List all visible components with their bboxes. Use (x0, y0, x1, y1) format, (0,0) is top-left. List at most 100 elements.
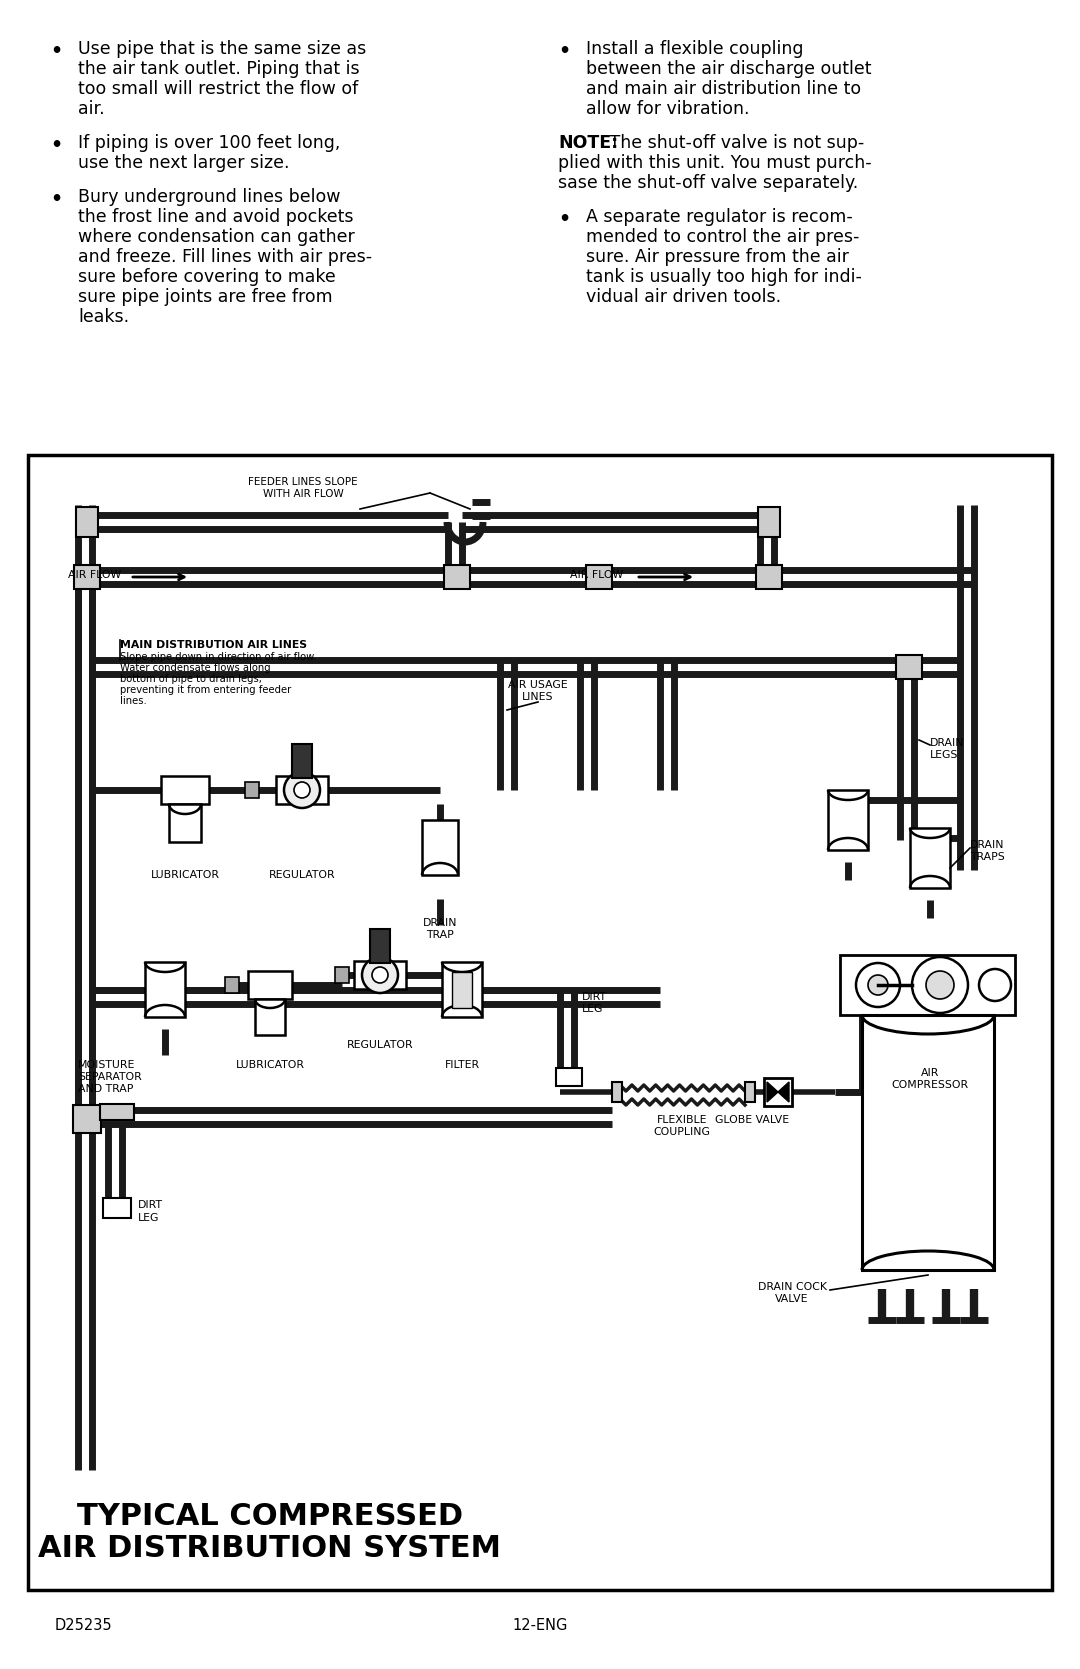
Bar (764, 1078, 792, 1107)
Bar (168, 804, 201, 841)
Text: D25235: D25235 (55, 1617, 112, 1632)
Circle shape (284, 773, 320, 808)
Text: between the air discharge outlet: between the air discharge outlet (586, 60, 872, 78)
Circle shape (856, 963, 900, 1006)
Text: sure pipe joints are free from: sure pipe joints are free from (78, 289, 333, 305)
Bar (145, 961, 185, 1016)
Bar (28, 456, 1052, 1591)
Bar (103, 1198, 131, 1218)
Text: LUBRICATOR: LUBRICATOR (150, 870, 219, 880)
Bar (255, 1000, 285, 1035)
Bar (612, 1082, 622, 1102)
Text: Use pipe that is the same size as: Use pipe that is the same size as (78, 40, 366, 58)
Text: NOTE:: NOTE: (558, 134, 618, 152)
Text: REGULATOR: REGULATOR (269, 870, 335, 880)
Text: •: • (50, 135, 63, 155)
Bar (910, 828, 950, 888)
Circle shape (978, 970, 1011, 1001)
Bar (745, 1082, 755, 1102)
Text: LUBRICATOR: LUBRICATOR (235, 1060, 305, 1070)
Bar (248, 971, 292, 1000)
Bar (370, 930, 390, 963)
Bar (444, 566, 470, 589)
Text: VALVE: VALVE (775, 1293, 809, 1303)
Text: FILTER: FILTER (445, 1060, 480, 1070)
Polygon shape (778, 1082, 789, 1102)
Circle shape (362, 956, 399, 993)
Text: TRAPS: TRAPS (970, 851, 1004, 861)
Text: •: • (50, 190, 63, 209)
Bar (335, 966, 349, 983)
Polygon shape (767, 1082, 778, 1102)
Bar (862, 1015, 994, 1270)
Text: 12-ENG: 12-ENG (512, 1617, 568, 1632)
Text: DIRT: DIRT (138, 1200, 163, 1210)
Bar (100, 1103, 134, 1120)
Text: AIR DISTRIBUTION SYSTEM: AIR DISTRIBUTION SYSTEM (39, 1534, 501, 1562)
Text: where condensation can gather: where condensation can gather (78, 229, 354, 245)
Text: SEPARATOR: SEPARATOR (78, 1071, 141, 1082)
Circle shape (926, 971, 954, 1000)
Text: LINES: LINES (523, 693, 554, 703)
Text: DRAIN: DRAIN (422, 918, 457, 928)
Text: mended to control the air pres-: mended to control the air pres- (586, 229, 860, 245)
Text: sure before covering to make: sure before covering to make (78, 269, 336, 285)
Text: plied with this unit. You must purch-: plied with this unit. You must purch- (558, 154, 872, 172)
Bar (896, 654, 922, 679)
Text: use the next larger size.: use the next larger size. (78, 154, 289, 172)
Text: •: • (50, 42, 63, 62)
Bar (292, 744, 312, 778)
Text: TRAP: TRAP (427, 930, 454, 940)
Text: DRAIN COCK: DRAIN COCK (757, 1282, 826, 1292)
Text: MOISTURE: MOISTURE (78, 1060, 135, 1070)
Text: lines.: lines. (120, 696, 147, 706)
Text: DRAIN: DRAIN (970, 840, 1004, 850)
Text: If piping is over 100 feet long,: If piping is over 100 feet long, (78, 134, 340, 152)
Text: and main air distribution line to: and main air distribution line to (586, 80, 861, 98)
Text: REGULATOR: REGULATOR (347, 1040, 414, 1050)
Bar (756, 566, 782, 589)
Text: COMPRESSOR: COMPRESSOR (891, 1080, 969, 1090)
Circle shape (868, 975, 888, 995)
Text: MAIN DISTRIBUTION AIR LINES: MAIN DISTRIBUTION AIR LINES (120, 639, 307, 649)
Text: TYPICAL COMPRESSED: TYPICAL COMPRESSED (77, 1502, 463, 1530)
Text: tank is usually too high for indi-: tank is usually too high for indi- (586, 269, 862, 285)
Text: vidual air driven tools.: vidual air driven tools. (586, 289, 781, 305)
Text: preventing it from entering feeder: preventing it from entering feeder (120, 684, 292, 694)
Text: sase the shut-off valve separately.: sase the shut-off valve separately. (558, 174, 859, 192)
Text: allow for vibration.: allow for vibration. (586, 100, 750, 118)
Text: AND TRAP: AND TRAP (78, 1083, 133, 1093)
Text: AIR: AIR (921, 1068, 940, 1078)
Bar (758, 507, 780, 537)
Bar (840, 955, 1015, 1015)
Bar (161, 776, 210, 804)
Text: Slope pipe down in direction of air flow.: Slope pipe down in direction of air flow… (120, 653, 316, 663)
Text: Install a flexible coupling: Install a flexible coupling (586, 40, 804, 58)
Text: the frost line and avoid pockets: the frost line and avoid pockets (78, 209, 353, 225)
Text: The shut-off valve is not sup-: The shut-off valve is not sup- (604, 134, 864, 152)
Text: sure. Air pressure from the air: sure. Air pressure from the air (586, 249, 849, 265)
Circle shape (372, 966, 388, 983)
Text: DIRT: DIRT (582, 991, 607, 1001)
Bar (828, 789, 868, 850)
Text: FLEXIBLE: FLEXIBLE (657, 1115, 707, 1125)
Bar (276, 776, 328, 804)
Text: Water condensate flows along: Water condensate flows along (120, 663, 271, 673)
Bar (75, 566, 100, 589)
Bar (442, 961, 482, 1016)
Bar (245, 783, 259, 798)
Text: air.: air. (78, 100, 105, 118)
Bar (422, 819, 458, 875)
Text: DRAIN: DRAIN (930, 738, 964, 748)
Text: AIR FLOW: AIR FLOW (68, 571, 121, 581)
Bar (586, 566, 612, 589)
Circle shape (912, 956, 968, 1013)
Text: •: • (558, 210, 570, 229)
Text: FEEDER LINES SLOPE: FEEDER LINES SLOPE (248, 477, 357, 487)
Text: bottom of pipe to drain legs,: bottom of pipe to drain legs, (120, 674, 261, 684)
Text: LEGS: LEGS (930, 749, 958, 759)
Text: AIR USAGE: AIR USAGE (509, 679, 568, 689)
Text: and freeze. Fill lines with air pres-: and freeze. Fill lines with air pres- (78, 249, 373, 265)
Text: WITH AIR FLOW: WITH AIR FLOW (262, 489, 343, 499)
Text: AIR FLOW: AIR FLOW (570, 571, 623, 581)
